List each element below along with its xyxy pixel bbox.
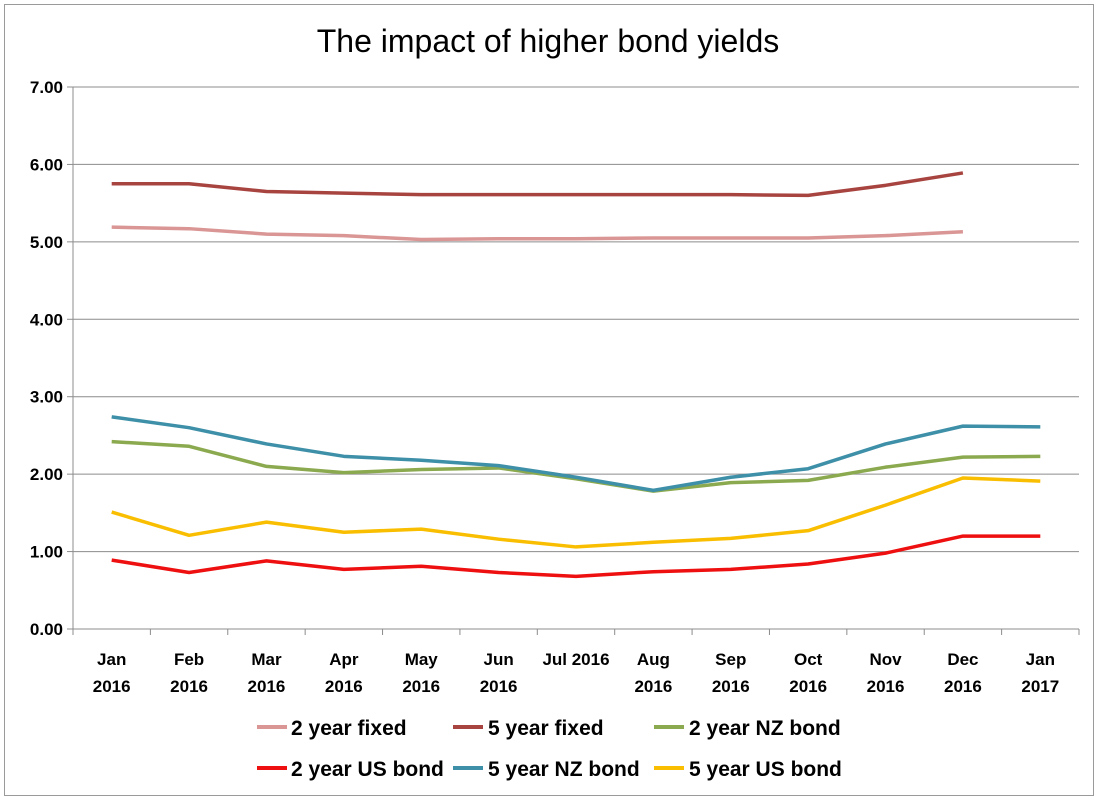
chart-title: The impact of higher bond yields — [317, 23, 779, 59]
x-tick-label-line: Aug — [637, 650, 670, 669]
y-tick-label: 6.00 — [30, 155, 63, 174]
x-tick-label-line: Nov — [869, 650, 902, 669]
x-tick-label: Mar 2016 — [248, 650, 286, 696]
y-tick-label: 3.00 — [30, 388, 63, 407]
legend-label-5-year-fixed: 5 year fixed — [488, 717, 604, 740]
y-tick-label: 5.00 — [30, 233, 63, 252]
x-tick-label-line: 2016 — [480, 677, 518, 696]
x-tick-label: Aug 2016 — [634, 650, 672, 696]
gridlines — [73, 86, 1079, 553]
x-tick-label: Sep 2016 — [712, 650, 750, 696]
legend-label-5-year-nz-bond: 5 year NZ bond — [488, 758, 640, 781]
x-tick-label: Dec 2016 — [944, 650, 982, 696]
x-tick-label: Jan 2017 — [1021, 650, 1059, 696]
x-tick-label-line: 2016 — [867, 677, 905, 696]
series-line-5-year-nz-bond — [111, 415, 1041, 493]
x-tick-label: May 2016 — [402, 650, 440, 696]
x-tick-label-line: May — [405, 650, 439, 669]
x-tick-label-line: Sep — [715, 650, 746, 669]
x-tick-label-line: Feb — [174, 650, 204, 669]
series-line-5-year-us-bond — [111, 476, 1041, 549]
x-tick-label-line: 2016 — [248, 677, 286, 696]
x-tick-label: Jan 2016 — [93, 650, 131, 696]
x-tick-label-line: Jul 2016 — [542, 650, 609, 669]
x-tick-label: Oct 2016 — [789, 650, 827, 696]
x-tick-label: Apr 2016 — [325, 650, 363, 696]
chart-frame — [4, 4, 1094, 796]
series-line-5-year-fixed — [111, 171, 964, 198]
series-line-2-year-nz-bond — [111, 439, 1041, 493]
y-tick-label: 7.00 — [30, 78, 63, 97]
y-tick-label: 0.00 — [30, 620, 63, 639]
x-tick-label-line: 2016 — [93, 677, 131, 696]
y-tick-label: 2.00 — [30, 465, 63, 484]
x-tick-label-line: 2016 — [944, 677, 982, 696]
y-tick-label: 1.00 — [30, 543, 63, 562]
x-tick-label-line: Mar — [251, 650, 282, 669]
legend-label-5-year-us-bond: 5 year US bond — [689, 758, 842, 781]
x-tick-label-line: Jan — [97, 650, 126, 669]
x-tick-label-line: Dec — [947, 650, 978, 669]
series-line-2-year-us-bond — [111, 534, 1041, 579]
legend: 2 year fixed 5 year fixed 2 year NZ bond 2 … — [257, 717, 842, 781]
x-tick-label-line: 2017 — [1021, 677, 1059, 696]
series-lines — [111, 171, 1041, 579]
y-tick-label: 4.00 — [30, 310, 63, 329]
legend-label-2-year-us-bond: 2 year US bond — [291, 758, 444, 781]
x-tick-label: Jul 2016 — [542, 650, 609, 669]
x-tick-label: Nov 2016 — [867, 650, 905, 696]
x-tick-label-line: Jun — [483, 650, 513, 669]
x-tick-label-line: 2016 — [170, 677, 208, 696]
x-tick-label-line: Apr — [329, 650, 359, 669]
x-tick-label-line: 2016 — [789, 677, 827, 696]
x-tick-label-line: 2016 — [712, 677, 750, 696]
legend-label-2-year-fixed: 2 year fixed — [291, 717, 407, 740]
series-line-2-year-fixed — [111, 225, 964, 242]
legend-label-2-year-nz-bond: 2 year NZ bond — [689, 717, 841, 740]
x-tick-label-line: 2016 — [402, 677, 440, 696]
x-tick-label-line: 2016 — [634, 677, 672, 696]
x-tick-label: Jun 2016 — [480, 650, 518, 696]
x-tick-label-line: Oct — [794, 650, 823, 669]
x-tick-label: Feb 2016 — [170, 650, 208, 696]
x-tick-label-line: Jan — [1026, 650, 1055, 669]
x-tick-label-line: 2016 — [325, 677, 363, 696]
